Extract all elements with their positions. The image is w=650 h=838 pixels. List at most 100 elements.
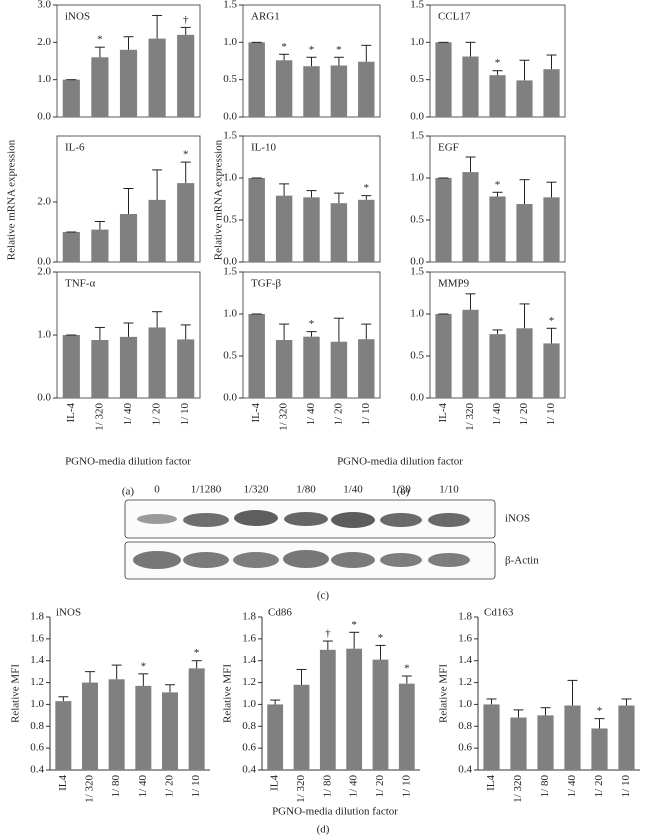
bar [293,684,310,770]
error-bar [165,684,175,693]
bar [330,203,348,262]
bar [462,309,479,398]
lane-label: 1/320 [243,484,269,496]
bar [510,717,527,770]
y-tick-label: 1.6 [30,632,44,644]
band [284,512,328,526]
chart-title: Cd163 [484,607,514,619]
y-tick-label: 1.5 [410,0,424,11]
panel-label: (b) [397,486,410,498]
error-bar [152,169,163,200]
error-bar [279,323,290,341]
y-tick-label: 0.8 [458,720,472,732]
significance-mark: * [378,632,384,644]
y-tick-label: 1.0 [410,308,424,320]
bar [148,199,166,262]
band [183,513,229,527]
y-tick-label: 2.0 [37,196,51,208]
y-tick-label: 0.0 [410,256,424,268]
band [133,551,181,569]
x-tick-label: IL4 [485,775,497,791]
bar [148,327,166,398]
error-bar [306,190,317,198]
lane-label: 1/1280 [191,484,222,496]
error-bar [492,191,503,197]
x-tick-label: 1/ 320 [278,403,290,431]
bar [91,340,109,398]
bar [543,197,560,262]
bar [319,649,336,770]
bar [330,341,348,398]
bar [82,682,98,770]
bar [275,60,293,117]
bar [55,701,72,770]
x-tick-label: 1/ 10 [400,775,412,798]
error-bar [123,36,134,50]
y-tick-label: 1.0 [30,698,44,710]
y-tick-label: 0.0 [223,256,237,268]
y-tick-label: 0.0 [37,256,51,268]
y-tick-label: 1.5 [410,130,424,142]
y-tick-label: 1.2 [242,676,256,688]
bar [177,339,195,398]
y-tick-label: 1.5 [410,266,424,278]
chart-title: CCL17 [438,11,471,23]
y-tick-label: 0.0 [223,392,237,404]
chart-title: MMP9 [438,278,470,290]
error-bar [465,156,476,173]
bar [177,183,195,262]
panel-label: (d) [317,824,330,836]
y-tick-label: 2.0 [37,266,51,278]
x-tick-label: 1/ 10 [360,403,372,426]
x-tick-label: IL-4 [437,403,449,423]
y-tick-label: 1.5 [223,266,237,278]
y-tick-label: 0.5 [223,73,237,85]
error-bar [486,698,497,705]
bar [358,199,375,262]
bar [267,704,284,770]
error-bar [567,679,578,706]
x-tick-label: 1/ 320 [93,403,105,431]
significance-mark: * [495,179,501,191]
y-tick-label: 1.0 [223,308,237,320]
chart-title: ARG1 [251,11,280,23]
x-tick-label: 1/ 40 [122,403,134,426]
error-bar [375,644,386,660]
band [428,553,470,567]
y-tick-label: 1.8 [458,611,472,623]
significance-mark: * [495,57,501,69]
band [331,552,375,568]
error-bar [546,181,557,198]
bar [91,57,109,117]
bar [483,704,500,770]
x-tick-label: 1/ 40 [491,403,503,426]
error-bar [94,221,105,230]
y-tick-label: 1.6 [242,632,256,644]
bar [537,715,554,770]
x-tick-label: 1/ 320 [512,775,524,803]
y-tick-label: 0.5 [223,214,237,226]
y-tick-label: 2.0 [37,36,51,48]
significance-mark: * [183,149,189,161]
error-bar [180,324,191,340]
significance-mark: * [194,647,200,659]
y-tick-label: 3.0 [37,0,51,11]
bar [275,195,293,262]
y-tick-label: 0.8 [30,720,44,732]
x-tick-label: IL4 [57,775,69,791]
bar [177,34,195,117]
x-tick-label: 1/ 320 [84,775,96,803]
bar [516,328,533,398]
error-bar [85,671,95,683]
lane-label: 1/10 [439,484,459,496]
lane-label: 1/40 [343,484,363,496]
blot-row-label: β-Actin [505,555,539,567]
error-bar [540,707,551,716]
y-tick-label: 0.0 [410,392,424,404]
band [137,514,177,524]
panel-label: (a) [122,486,135,498]
x-tick-label: 1/ 40 [137,775,149,798]
western-blot [124,499,496,580]
